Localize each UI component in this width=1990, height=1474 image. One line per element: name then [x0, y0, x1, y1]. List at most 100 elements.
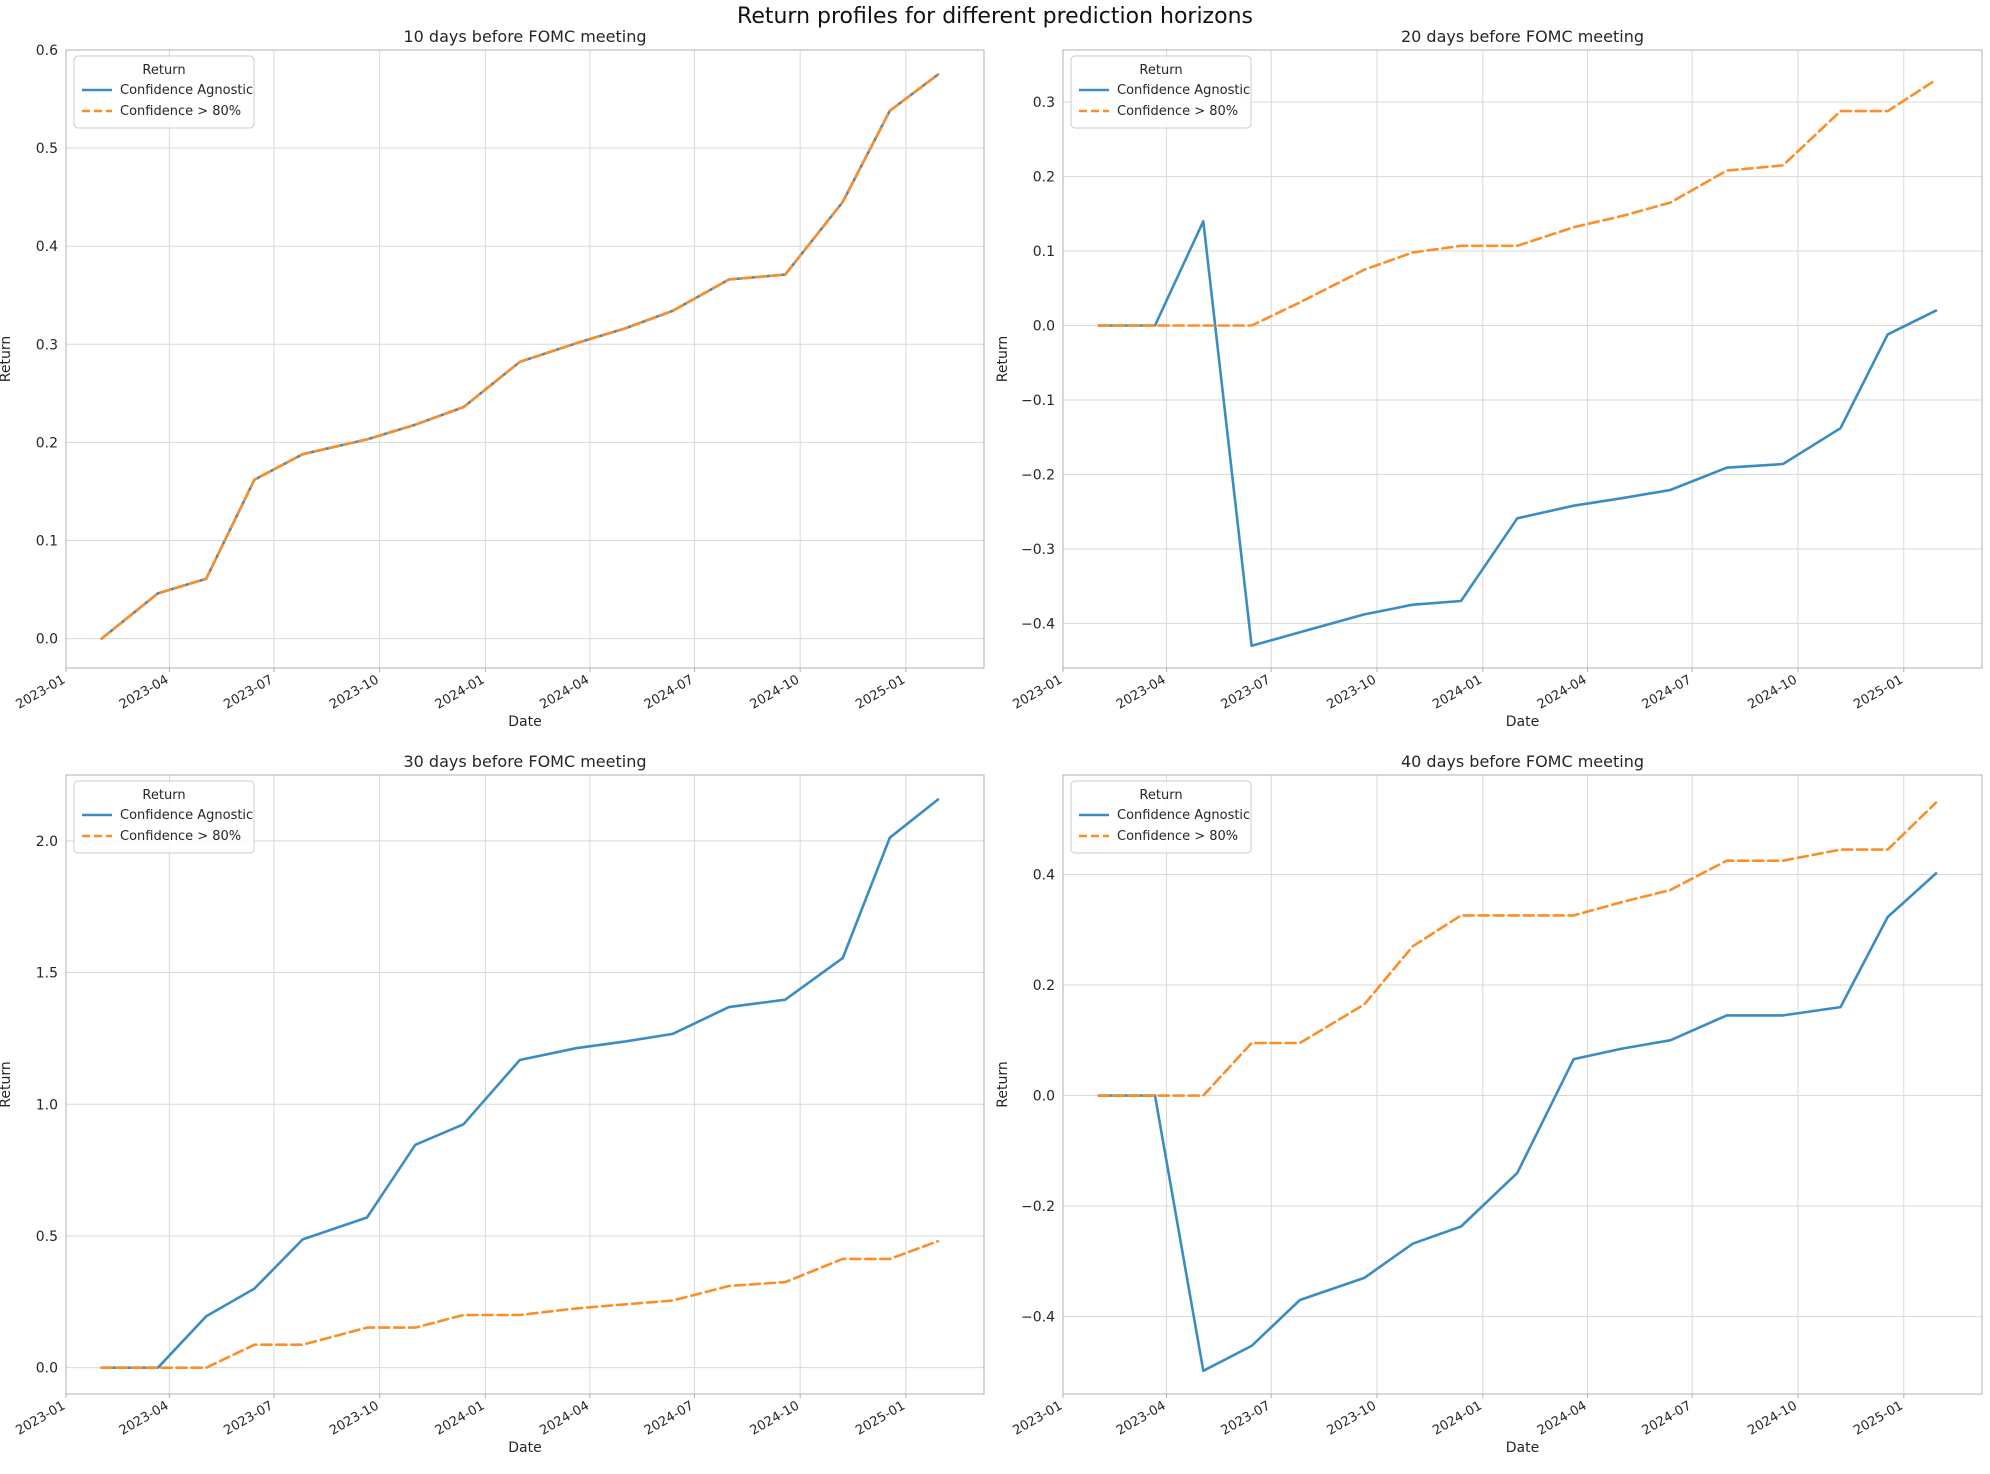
- series-line: [1097, 78, 1938, 327]
- series-line: [100, 73, 940, 640]
- x-tick-label: 2025-01: [853, 1398, 908, 1438]
- y-tick-label: 1.0: [36, 1097, 58, 1113]
- legend-title: Return: [1139, 63, 1182, 78]
- x-tick-label: 2024-01: [1430, 1398, 1485, 1438]
- series-line: [100, 798, 940, 1369]
- panel-title: 40 days before FOMC meeting: [1401, 752, 1644, 771]
- x-tick-label: 2023-10: [327, 1398, 382, 1438]
- y-tick-label: −0.4: [1021, 616, 1055, 632]
- x-axis-label: Date: [508, 714, 541, 730]
- x-tick-label: 2025-01: [1851, 1398, 1906, 1438]
- legend-box: [1070, 55, 1252, 129]
- y-tick-label: 0.5: [36, 1229, 58, 1245]
- x-tick-label: 2024-10: [1745, 672, 1800, 712]
- legend-title: Return: [1139, 788, 1182, 803]
- chart-panel: 2023-01 2023-04 2023-07 2023-10 2024-01 2024-…: [995, 752, 1983, 1456]
- y-tick-label: −0.4: [1021, 1310, 1055, 1326]
- y-tick-label: 0.1: [36, 533, 58, 549]
- y-axis-label: Return: [995, 336, 1011, 382]
- legend-label: Confidence Agnostic: [120, 808, 253, 823]
- x-tick-label: 2023-01: [13, 672, 68, 712]
- y-tick-label: −0.3: [1021, 542, 1055, 558]
- x-tick-label: 2025-01: [1851, 672, 1906, 712]
- panel-title: 20 days before FOMC meeting: [1401, 27, 1644, 46]
- y-tick-label: 0.2: [1033, 170, 1055, 186]
- x-axis-label: Date: [508, 1440, 541, 1456]
- plot-frame: [65, 774, 985, 1395]
- y-axis-label: Return: [0, 1061, 14, 1107]
- y-tick-label: 1.5: [36, 966, 58, 982]
- y-tick-label: 0.0: [36, 1361, 58, 1377]
- figure-title: Return profiles for different prediction…: [737, 4, 1253, 29]
- x-tick-label: 2023-07: [221, 672, 276, 712]
- x-tick-label: 2024-10: [1745, 1398, 1800, 1438]
- series-line: [100, 73, 940, 640]
- legend-label: Confidence > 80%: [1117, 104, 1238, 119]
- y-tick-label: −0.2: [1021, 467, 1055, 483]
- x-axis-label: Date: [1506, 714, 1539, 730]
- x-tick-label: 2023-04: [1114, 672, 1169, 712]
- x-tick-label: 2024-07: [1640, 672, 1695, 712]
- x-tick-label: 2023-04: [1114, 1398, 1169, 1438]
- y-tick-label: 0.4: [1033, 867, 1055, 883]
- y-tick-label: 0.3: [36, 337, 58, 353]
- y-axis-label: Return: [0, 336, 14, 382]
- x-tick-label: 2024-04: [1535, 1398, 1590, 1438]
- series-line: [1097, 801, 1938, 1097]
- legend-label: Confidence > 80%: [1117, 829, 1238, 844]
- legend-title: Return: [142, 788, 185, 803]
- y-tick-label: 0.0: [1033, 1089, 1055, 1105]
- x-axis-label: Date: [1506, 1440, 1539, 1456]
- x-tick-label: 2023-10: [1324, 672, 1379, 712]
- x-tick-label: 2023-04: [117, 672, 172, 712]
- legend-label: Confidence > 80%: [120, 104, 241, 119]
- x-tick-label: 2024-10: [748, 1398, 803, 1438]
- plot-frame: [1062, 774, 1983, 1395]
- y-tick-label: 0.3: [1033, 95, 1055, 111]
- plot-frame: [1062, 49, 1983, 669]
- chart-panel: 2023-01 2023-04 2023-07 2023-10 2024-01 2024-…: [995, 27, 1983, 730]
- x-tick-label: 2024-04: [537, 1398, 592, 1438]
- y-tick-label: 0.2: [1033, 978, 1055, 994]
- x-tick-label: 2023-07: [1219, 672, 1274, 712]
- panel-title: 10 days before FOMC meeting: [403, 27, 646, 46]
- y-tick-label: 0.5: [36, 141, 58, 157]
- x-tick-label: 2024-01: [433, 1398, 488, 1438]
- y-tick-label: 2.0: [36, 834, 58, 850]
- legend-title: Return: [142, 63, 185, 78]
- x-tick-label: 2023-07: [221, 1398, 276, 1438]
- x-tick-label: 2024-01: [433, 672, 488, 712]
- x-tick-label: 2024-04: [1535, 672, 1590, 712]
- y-tick-label: −0.1: [1021, 393, 1055, 409]
- x-tick-label: 2023-04: [117, 1398, 172, 1438]
- legend-box: [1070, 780, 1252, 854]
- legend-box: [73, 780, 255, 854]
- y-tick-label: 0.4: [36, 239, 58, 255]
- x-tick-label: 2025-01: [853, 672, 908, 712]
- x-tick-label: 2023-10: [1324, 1398, 1379, 1438]
- chart-panel: 2023-01 2023-04 2023-07 2023-10 2024-01 2024-…: [0, 752, 985, 1456]
- y-tick-label: 0.6: [36, 43, 58, 59]
- x-tick-label: 2024-04: [537, 672, 592, 712]
- x-tick-label: 2024-07: [1640, 1398, 1695, 1438]
- y-tick-label: 0.2: [36, 435, 58, 451]
- y-tick-label: −0.2: [1021, 1199, 1055, 1215]
- x-tick-label: 2024-10: [748, 672, 803, 712]
- legend-label: Confidence Agnostic: [1117, 808, 1250, 823]
- series-line: [1097, 220, 1938, 648]
- x-tick-label: 2023-01: [1010, 672, 1065, 712]
- x-tick-label: 2023-01: [13, 1398, 68, 1438]
- y-axis-label: Return: [995, 1061, 1011, 1107]
- x-tick-label: 2024-07: [642, 672, 697, 712]
- panel-title: 30 days before FOMC meeting: [403, 752, 646, 771]
- x-tick-label: 2023-07: [1219, 1398, 1274, 1438]
- legend-label: Confidence Agnostic: [120, 83, 253, 98]
- y-tick-label: 0.0: [36, 632, 58, 648]
- series-line: [100, 1239, 940, 1369]
- x-tick-label: 2023-10: [327, 672, 382, 712]
- series-line: [1097, 872, 1938, 1373]
- y-tick-label: 0.0: [1033, 318, 1055, 334]
- legend-label: Confidence > 80%: [120, 829, 241, 844]
- plot-frame: [65, 49, 985, 669]
- x-tick-label: 2024-07: [642, 1398, 697, 1438]
